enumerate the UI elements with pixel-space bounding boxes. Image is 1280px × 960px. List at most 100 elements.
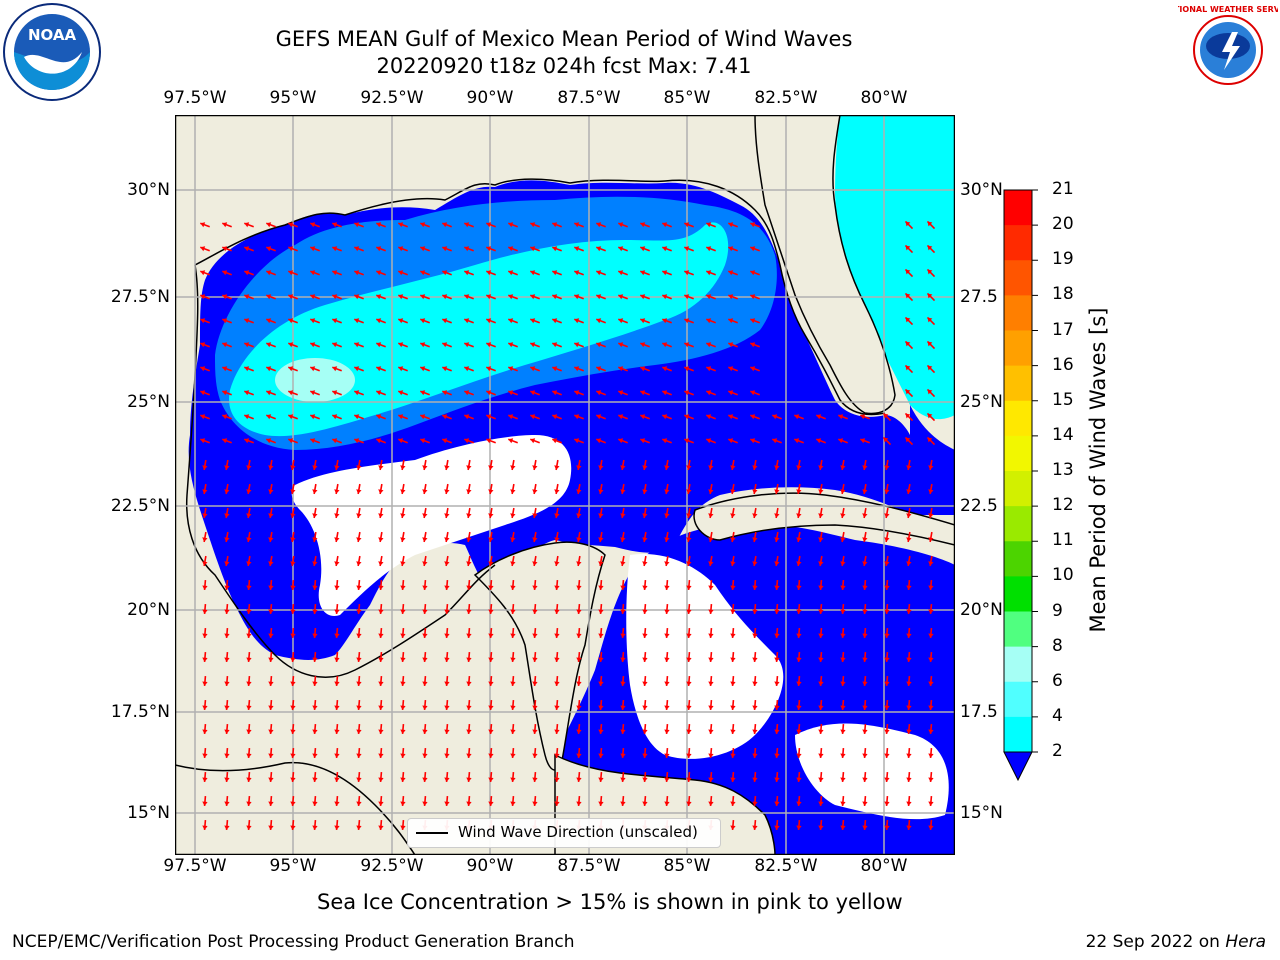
wind-wave-arrowhead [818,561,824,566]
wind-wave-arrowhead [928,561,934,566]
lat-tick-right: 27.5 [960,287,998,307]
wind-wave-arrowhead [466,633,472,638]
wind-wave-arrowhead [420,294,426,300]
wind-wave-arrowhead [200,318,206,324]
wind-wave-arrowhead [488,489,494,494]
wind-wave-arrowhead [750,246,756,252]
wind-wave-arrowhead [686,801,692,806]
wind-wave-arrowhead [642,489,648,494]
lon-tick-bottom: 97.5°W [163,856,227,876]
wind-wave-arrowhead [730,705,736,710]
wind-wave-arrowhead [356,777,362,782]
wind-wave-arrowhead [706,222,712,228]
wind-wave-arrowhead [312,633,318,638]
wind-wave-arrowhead [796,609,802,614]
wind-wave-arrowhead [334,513,340,518]
wind-wave-arrowhead [906,465,912,470]
wind-wave-arrowhead [686,513,692,518]
colorbar-label: 2 [1052,741,1063,761]
wind-wave-arrowhead [752,561,758,566]
wind-wave-arrowhead [708,705,714,710]
wind-wave-arrowhead [576,537,582,542]
wind-wave-direction-arrows [200,220,936,831]
wind-wave-arrowhead [818,729,824,734]
wind-wave-arrowhead [530,246,536,252]
wind-wave-arrowhead [618,318,624,324]
wind-wave-arrowhead [552,366,558,372]
wind-wave-arrowhead [488,633,494,638]
wind-wave-arrowhead [642,753,648,758]
wind-wave-arrowhead [268,561,274,566]
wind-wave-arrowhead [664,465,670,470]
wind-wave-arrowhead [552,318,558,324]
wind-wave-arrowhead [356,609,362,614]
wind-wave-arrowhead [444,465,450,470]
map-legend: Wind Wave Direction (unscaled) [407,818,721,848]
wind-wave-arrowhead [378,753,384,758]
wind-wave-arrowhead [598,513,604,518]
wind-wave-arrowhead [640,222,646,228]
wind-wave-arrowhead [818,753,824,758]
wind-wave-arrowhead [928,465,934,470]
wind-wave-arrowhead [596,270,602,276]
wind-wave-arrowhead [202,561,208,566]
wind-wave-arrowhead [905,389,911,395]
wind-wave-arrowhead [618,366,624,372]
wind-wave-arrowhead [420,342,426,348]
wind-wave-arrowhead [576,633,582,638]
wind-wave-arrowhead [684,438,690,444]
wind-wave-arrowhead [664,657,670,662]
wind-wave-arrowhead [728,414,734,420]
wind-wave-arrowhead [400,561,406,566]
wind-wave-arrowhead [554,609,560,614]
wind-wave-arrowhead [662,342,668,348]
wind-wave-arrowhead [466,729,472,734]
wind-wave-arrowhead [928,489,934,494]
wind-wave-arrowhead [508,342,514,348]
wind-wave-arrowhead [268,729,274,734]
wind-wave-arrowhead [684,294,690,300]
wind-wave-arrowhead [574,270,580,276]
wind-wave-arrowhead [466,489,472,494]
wind-wave-arrowhead [488,537,494,542]
wind-wave-arrowhead [246,705,252,710]
wind-wave-arrowhead [466,537,472,542]
wind-wave-arrowhead [222,366,228,372]
wind-wave-arrowhead [244,318,250,324]
wind-wave-arrowhead [200,366,206,372]
wind-wave-arrowhead [620,729,626,734]
wind-wave-arrowhead [686,705,692,710]
wind-wave-arrowhead [664,609,670,614]
wind-wave-arrowhead [400,753,406,758]
wind-wave-arrowhead [510,609,516,614]
wind-wave-arrowhead [730,465,736,470]
wind-wave-arrowhead [398,342,404,348]
wind-wave-arrowhead [598,753,604,758]
wind-wave-arrowhead [906,729,912,734]
wind-wave-arrowhead [906,537,912,542]
wind-wave-arrowhead [202,657,208,662]
wind-wave-arrowhead [686,609,692,614]
wind-wave-arrowhead [664,681,670,686]
wind-wave-arrowhead [312,609,318,614]
wind-wave-arrowhead [422,633,428,638]
wind-wave-arrowhead [486,366,492,372]
wind-wave-arrowhead [640,270,646,276]
wind-wave-arrowhead [552,390,558,396]
wind-wave-arrowhead [442,222,448,228]
wind-wave-arrowhead [310,222,316,228]
wind-wave-arrowhead [884,801,890,806]
wind-wave-arrowhead [642,561,648,566]
wind-wave-arrowhead [244,294,250,300]
wind-wave-arrowhead [222,390,228,396]
lat-tick-left: 20°N [127,600,170,620]
wind-wave-arrowhead [356,657,362,662]
wind-wave-arrowhead [464,318,470,324]
wind-wave-arrowhead [596,438,602,444]
wind-wave-arrowhead [818,585,824,590]
wind-wave-arrowhead [312,561,318,566]
wind-wave-arrowhead [356,465,362,470]
wind-wave-arrowhead [532,681,538,686]
wind-wave-arrowhead [224,705,230,710]
map-frame [175,115,955,855]
